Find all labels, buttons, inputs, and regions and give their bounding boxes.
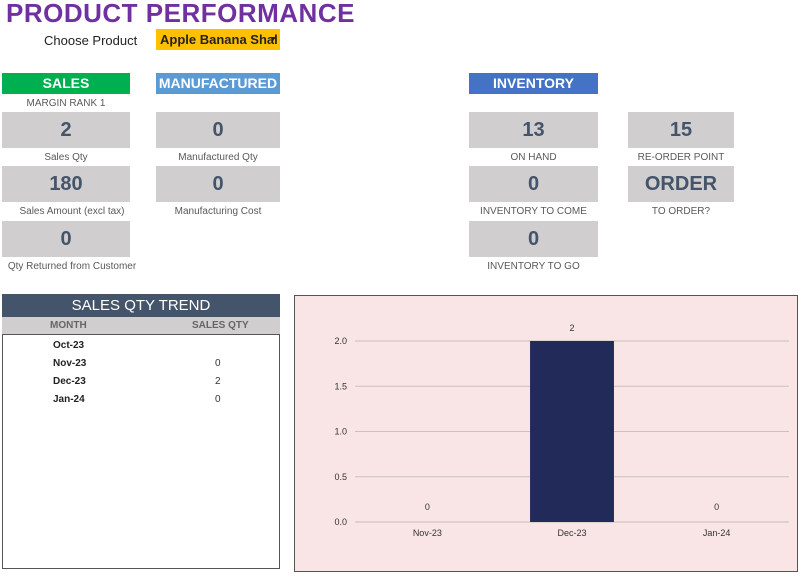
manufactured-heading: MANUFACTURED — [156, 73, 280, 94]
row-qty: 0 — [215, 358, 221, 369]
data-label: 0 — [714, 502, 719, 512]
inventory-to-go-label: INVENTORY TO GO — [487, 261, 580, 272]
qty-returned-label: Qty Returned from Customer — [7, 261, 137, 272]
row-month: Jan-24 — [53, 394, 85, 405]
page-title: PRODUCT PERFORMANCE — [6, 0, 355, 28]
row-month: Oct-23 — [53, 340, 85, 351]
trend-table-header: MONTH SALES QTY — [2, 317, 280, 334]
on-hand-value: 13 — [469, 112, 598, 148]
data-label: 2 — [569, 323, 574, 333]
row-qty: 0 — [215, 394, 221, 405]
x-tick-label: Nov-23 — [413, 528, 442, 538]
table-row: Dec-23 2 — [3, 376, 279, 394]
row-month: Dec-23 — [53, 376, 86, 387]
sales-heading: SALES — [2, 73, 130, 94]
x-tick-label: Jan-24 — [703, 528, 731, 538]
to-order-label: TO ORDER? — [651, 206, 711, 217]
x-tick-label: Dec-23 — [557, 528, 586, 538]
sales-amount-label: Sales Amount (excl tax) — [19, 206, 125, 217]
inventory-to-come-label: INVENTORY TO COME — [480, 206, 587, 217]
row-qty: 2 — [215, 376, 221, 387]
to-order-value: ORDER — [628, 166, 734, 202]
chevron-down-icon[interactable] — [270, 37, 276, 41]
qty-returned-value: 0 — [2, 221, 130, 257]
reorder-point-label: RE-ORDER POINT — [637, 152, 725, 163]
manufacturing-cost-value: 0 — [156, 166, 280, 202]
col-month-header: MONTH — [50, 320, 87, 331]
sales-qty-chart: 0.0 0.5 1.0 1.5 2.0 0 Nov-23 2 Dec-23 0 Jan-24 — [294, 295, 798, 572]
y-tick-label: 0.0 — [334, 517, 347, 527]
table-row: Oct-23 — [3, 340, 279, 358]
inventory-to-come-value: 0 — [469, 166, 598, 202]
table-row: Jan-24 0 — [3, 394, 279, 412]
sales-qty-value: 2 — [2, 112, 130, 148]
reorder-point-value: 15 — [628, 112, 734, 148]
sales-qty-label: Sales Qty — [44, 152, 88, 163]
margin-rank-label: MARGIN RANK 1 — [26, 98, 106, 109]
inventory-heading: INVENTORY — [469, 73, 598, 94]
data-label: 0 — [425, 502, 430, 512]
y-tick-label: 1.0 — [334, 427, 347, 437]
manufactured-qty-value: 0 — [156, 112, 280, 148]
bar — [530, 341, 614, 522]
on-hand-label: ON HAND — [510, 152, 557, 163]
y-tick-label: 2.0 — [334, 336, 347, 346]
manufacturing-cost-label: Manufacturing Cost — [174, 206, 262, 217]
sales-amount-value: 180 — [2, 166, 130, 202]
trend-table-body: Oct-23 Nov-23 0 Dec-23 2 Jan-24 0 — [2, 334, 280, 569]
product-dropdown-value: Apple Banana Shal — [160, 32, 278, 47]
col-qty-header: SALES QTY — [192, 320, 249, 331]
inventory-to-go-value: 0 — [469, 221, 598, 257]
table-row: Nov-23 0 — [3, 358, 279, 376]
chart-svg: 0.0 0.5 1.0 1.5 2.0 0 Nov-23 2 Dec-23 0 Jan-24 — [334, 323, 789, 538]
row-month: Nov-23 — [53, 358, 87, 369]
choose-product-label: Choose Product — [44, 33, 138, 48]
trend-table-title: SALES QTY TREND — [2, 294, 280, 317]
y-tick-label: 0.5 — [334, 472, 347, 482]
manufactured-qty-label: Manufactured Qty — [178, 152, 258, 163]
product-dropdown[interactable]: Apple Banana Shal — [156, 29, 280, 50]
y-tick-label: 1.5 — [334, 381, 347, 391]
